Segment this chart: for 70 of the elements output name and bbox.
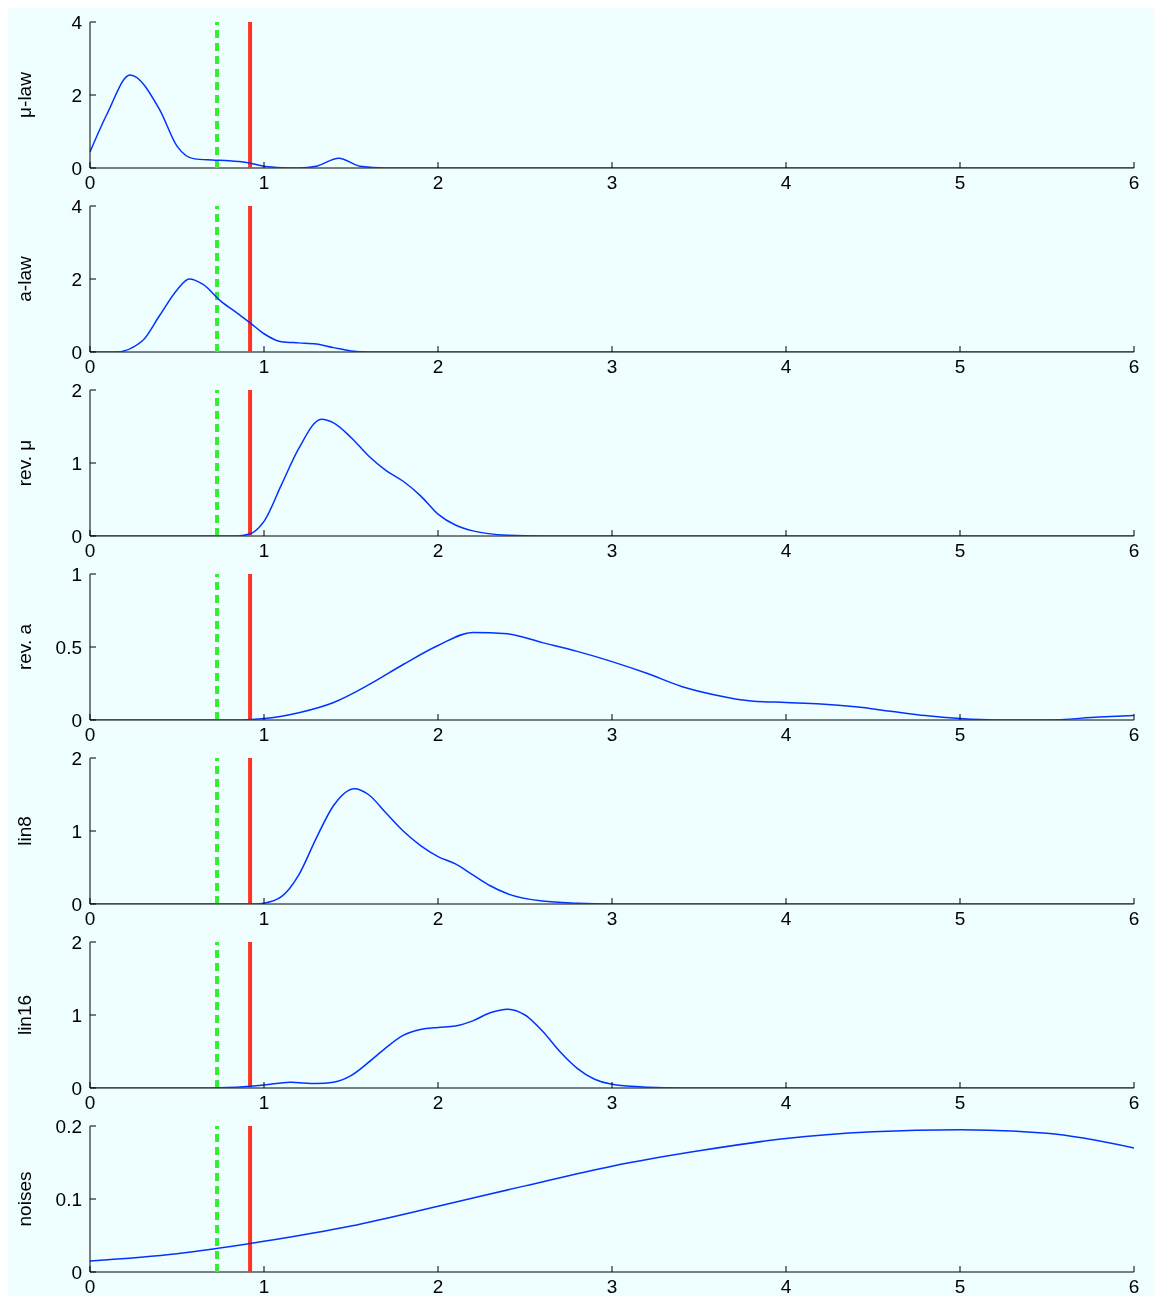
y-tick-label: 0.2: [55, 1115, 82, 1137]
x-tick-label: 4: [780, 356, 792, 378]
x-tick-label: 3: [606, 908, 618, 930]
x-tick-label: 4: [780, 1092, 792, 1114]
x-tick-label: 2: [432, 356, 444, 378]
x-tick-label: 6: [1128, 1276, 1140, 1298]
y-tick-label: 0.5: [55, 636, 82, 658]
y-tick-label: 0: [71, 1077, 82, 1099]
x-tick-label: 5: [954, 172, 966, 194]
x-tick-label: 2: [432, 1092, 444, 1114]
x-tick-label: 5: [954, 908, 966, 930]
y-axis-title: a-law: [13, 256, 35, 302]
y-tick-label: 0: [71, 525, 82, 547]
x-tick-label: 6: [1128, 172, 1140, 194]
x-tick-label: 6: [1128, 908, 1140, 930]
x-tick-label: 6: [1128, 724, 1140, 746]
y-tick-label: 2: [71, 84, 82, 106]
y-tick-label: 0.1: [55, 1188, 82, 1210]
x-tick-label: 1: [258, 356, 270, 378]
y-tick-label: 0: [71, 157, 82, 179]
y-tick-label: 1: [71, 452, 82, 474]
x-tick-label: 3: [606, 1276, 618, 1298]
x-tick-label: 5: [954, 724, 966, 746]
x-tick-label: 2: [432, 724, 444, 746]
y-axis-title: noises: [13, 1171, 35, 1227]
x-tick-label: 2: [432, 172, 444, 194]
y-tick-label: 0: [71, 341, 82, 363]
x-tick-label: 6: [1128, 1092, 1140, 1114]
y-tick-label: 2: [71, 931, 82, 953]
x-tick-label: 1: [258, 172, 270, 194]
x-tick-label: 1: [258, 1092, 270, 1114]
x-tick-label: 3: [606, 1092, 618, 1114]
y-tick-label: 1: [71, 563, 82, 585]
x-tick-label: 2: [432, 540, 444, 562]
y-axis-title: lin8: [13, 816, 35, 846]
x-tick-label: 4: [780, 724, 792, 746]
x-tick-label: 2: [432, 908, 444, 930]
y-tick-label: 1: [71, 1004, 82, 1026]
y-axis-title: μ-law: [13, 71, 35, 118]
x-tick-label: 4: [780, 172, 792, 194]
x-tick-label: 6: [1128, 540, 1140, 562]
y-tick-label: 2: [71, 379, 82, 401]
x-tick-label: 3: [606, 172, 618, 194]
x-tick-label: 4: [780, 908, 792, 930]
x-tick-label: 1: [258, 724, 270, 746]
x-tick-label: 5: [954, 540, 966, 562]
y-tick-label: 2: [71, 268, 82, 290]
x-tick-label: 2: [432, 1276, 444, 1298]
y-axis-title: lin16: [13, 994, 35, 1036]
x-tick-label: 4: [780, 1276, 792, 1298]
x-tick-label: 1: [258, 540, 270, 562]
x-tick-label: 1: [258, 908, 270, 930]
y-tick-label: 0: [71, 1261, 82, 1283]
y-tick-label: 0: [71, 709, 82, 731]
y-tick-label: 4: [71, 195, 83, 217]
x-tick-label: 3: [606, 724, 618, 746]
y-axis-title: rev. a: [13, 623, 35, 671]
x-tick-label: 5: [954, 1092, 966, 1114]
x-tick-label: 5: [954, 1276, 966, 1298]
x-tick-label: 3: [606, 540, 618, 562]
x-tick-label: 1: [258, 1276, 270, 1298]
x-tick-label: 3: [606, 356, 618, 378]
y-tick-label: 1: [71, 820, 82, 842]
x-tick-label: 6: [1128, 356, 1140, 378]
x-tick-label: 4: [780, 540, 792, 562]
y-tick-label: 2: [71, 747, 82, 769]
y-tick-label: 0: [71, 893, 82, 915]
y-axis-title: rev. μ: [13, 439, 35, 487]
x-tick-label: 5: [954, 356, 966, 378]
y-tick-label: 4: [71, 11, 83, 33]
